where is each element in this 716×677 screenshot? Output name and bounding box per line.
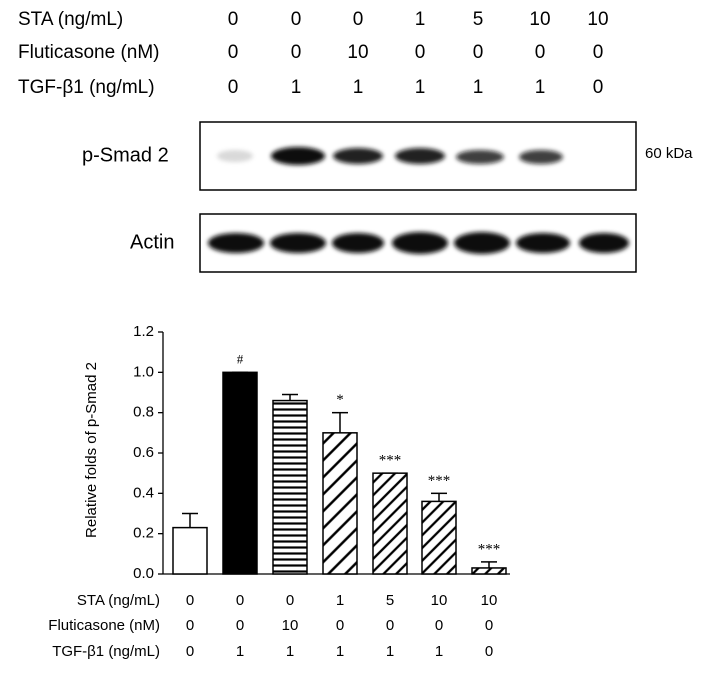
condition-value: 0 — [186, 617, 194, 634]
condition-value: 0 — [353, 9, 364, 30]
band — [271, 147, 325, 165]
significance-label: *** — [428, 473, 451, 489]
condition-value: 1 — [336, 643, 344, 660]
condition-value: 1 — [336, 592, 344, 609]
bar — [471, 567, 507, 575]
condition-value: 0 — [236, 592, 244, 609]
condition-value: 1 — [415, 77, 426, 98]
y-tick-label: 0.2 — [133, 525, 154, 542]
condition-label: STA (ng/mL) — [77, 592, 160, 609]
condition-value: 0 — [386, 617, 394, 634]
condition-value: 10 — [587, 9, 608, 30]
condition-value: 0 — [473, 42, 484, 63]
condition-value: 5 — [386, 592, 394, 609]
y-tick-label: 0.8 — [133, 404, 154, 421]
condition-value: 0 — [186, 592, 194, 609]
band-size: 60 kDa — [645, 145, 693, 162]
condition-label: TGF-β1 (ng/mL) — [18, 77, 155, 98]
bar — [272, 399, 308, 575]
band — [332, 233, 384, 253]
condition-value: 0 — [186, 643, 194, 660]
band — [519, 150, 563, 164]
condition-value: 0 — [291, 9, 302, 30]
band — [392, 232, 448, 254]
bar — [372, 472, 408, 575]
condition-value: 0 — [291, 42, 302, 63]
condition-value: 0 — [593, 77, 604, 98]
band — [516, 233, 570, 253]
condition-value: 1 — [535, 77, 546, 98]
condition-label: TGF-β1 (ng/mL) — [52, 643, 160, 660]
condition-value: 0 — [236, 617, 244, 634]
band — [456, 150, 504, 164]
condition-value: 0 — [228, 77, 239, 98]
condition-value: 1 — [286, 643, 294, 660]
y-tick-label: 1.0 — [133, 363, 154, 380]
significance-label: *** — [379, 453, 402, 469]
condition-value: 0 — [336, 617, 344, 634]
band — [208, 233, 264, 253]
condition-value: 1 — [435, 643, 443, 660]
band — [579, 233, 629, 253]
condition-value: 0 — [485, 617, 493, 634]
condition-value: 5 — [473, 9, 484, 30]
condition-value: 1 — [473, 77, 484, 98]
condition-value: 1 — [236, 643, 244, 660]
condition-label: Fluticasone (nM) — [18, 42, 160, 63]
band — [454, 232, 510, 254]
y-tick-label: 0.0 — [133, 565, 154, 582]
y-tick-label: 0.6 — [133, 444, 154, 461]
condition-value: 0 — [415, 42, 426, 63]
significance-label: # — [237, 351, 244, 366]
band-group — [208, 147, 629, 254]
condition-value: 0 — [286, 592, 294, 609]
condition-value: 0 — [435, 617, 443, 634]
condition-value: 0 — [228, 42, 239, 63]
condition-value: 0 — [485, 643, 493, 660]
condition-value: 1 — [291, 77, 302, 98]
condition-value: 0 — [593, 42, 604, 63]
condition-label: Fluticasone (nM) — [48, 617, 160, 634]
bar — [322, 432, 358, 575]
y-tick-label: 1.2 — [133, 323, 154, 340]
condition-value: 10 — [529, 9, 550, 30]
condition-value: 0 — [535, 42, 546, 63]
band — [333, 148, 383, 164]
bar — [222, 371, 258, 575]
condition-value: 10 — [481, 592, 498, 609]
condition-value: 1 — [386, 643, 394, 660]
condition-value: 10 — [347, 42, 368, 63]
condition-value: 10 — [431, 592, 448, 609]
western-blot: p-Smad 2 60 kDa Actin — [82, 121, 693, 273]
condition-value: 1 — [353, 77, 364, 98]
y-axis-label: Relative folds of p-Smad 2 — [83, 362, 100, 538]
condition-label: STA (ng/mL) — [18, 9, 123, 30]
band-label: p-Smad 2 — [82, 144, 169, 166]
condition-value: 10 — [282, 617, 299, 634]
band — [270, 233, 326, 253]
band-label: Actin — [130, 231, 174, 253]
y-tick-label: 0.4 — [133, 484, 154, 501]
bar — [172, 526, 208, 575]
bar — [421, 500, 457, 575]
significance-label: *** — [478, 541, 501, 557]
band — [395, 148, 445, 164]
condition-value: 1 — [415, 9, 426, 30]
condition-value: 0 — [228, 9, 239, 30]
significance-label: * — [336, 392, 344, 408]
band — [217, 150, 253, 162]
